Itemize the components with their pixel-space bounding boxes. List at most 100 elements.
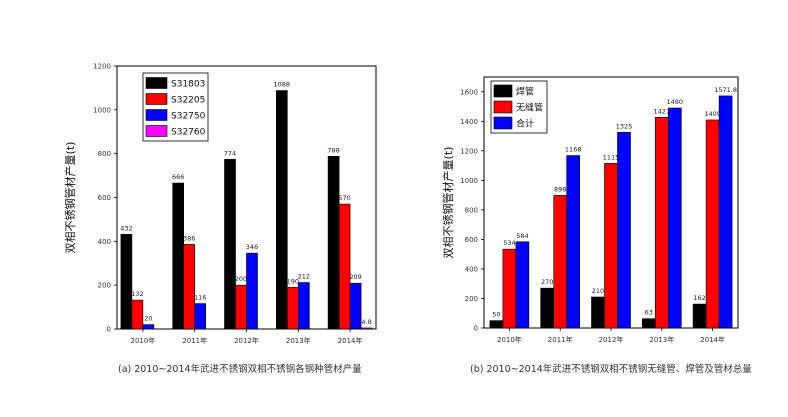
legend-label: S32205 <box>171 96 205 106</box>
data-label: 20 <box>144 315 152 323</box>
y-tick-label: 400 <box>465 265 478 273</box>
y-axis-title: 双相不锈钢管材产量(t) <box>63 142 77 254</box>
x-tick-label: 2012年 <box>234 336 259 345</box>
data-label: 1490 <box>667 98 684 106</box>
bar-合计 <box>617 132 631 329</box>
y-tick-label: 400 <box>98 238 111 246</box>
y-tick-label: 1200 <box>93 63 111 71</box>
legend-label: S32760 <box>171 128 206 138</box>
bar-焊管 <box>489 320 504 329</box>
data-label: 209 <box>349 273 361 281</box>
data-label: 534 <box>503 239 515 247</box>
x-tick-label: 2013年 <box>286 336 311 345</box>
data-label: 666 <box>172 173 184 181</box>
bar-无缝管 <box>553 195 568 329</box>
y-tick-label: 200 <box>465 295 478 303</box>
figure-caption: (a) 2010~2014年武进不锈钢双相不锈钢各钢种管材产量 <box>118 363 362 375</box>
bar-无缝管 <box>705 119 720 329</box>
data-label: 50 <box>492 311 500 319</box>
data-label: 1409 <box>704 110 721 118</box>
x-tick-label: 2014年 <box>338 336 363 345</box>
bar-S32750 <box>246 252 258 330</box>
legend-swatch <box>145 125 168 137</box>
bar-焊管 <box>641 318 656 329</box>
bar-S32205 <box>338 203 351 330</box>
y-axis-title: 双相不锈钢管材产量(t) <box>441 147 455 259</box>
x-tick-label: 2013年 <box>649 335 674 344</box>
legend-swatch <box>493 84 513 98</box>
x-tick-label: 2012年 <box>599 335 624 344</box>
bar-S32750 <box>349 282 362 330</box>
legend-label: 焊管 <box>516 86 534 98</box>
bar-S31803 <box>224 159 236 330</box>
bar-焊管 <box>692 303 707 329</box>
x-tick-label: 2010年 <box>497 335 522 344</box>
y-tick-label: 1200 <box>460 147 478 155</box>
y-tick-label: 600 <box>98 194 111 202</box>
y-tick-label: 1000 <box>460 177 478 185</box>
bar-S32205 <box>235 284 247 330</box>
bar-合计 <box>718 95 733 329</box>
bar-无缝管 <box>502 248 517 329</box>
bar-焊管 <box>540 287 555 329</box>
legend-swatch <box>145 77 168 89</box>
data-label: 116 <box>194 294 206 302</box>
data-label: 200 <box>235 275 247 283</box>
x-tick-label: 2011年 <box>182 336 207 345</box>
bar-S31803 <box>327 155 340 330</box>
data-label: 346 <box>246 243 258 251</box>
x-tick-label: 2010年 <box>130 336 155 345</box>
legend-swatch <box>145 93 168 105</box>
data-label: 584 <box>516 232 528 240</box>
y-tick-label: 1400 <box>460 118 478 126</box>
bar-无缝管 <box>654 117 669 329</box>
legend-label: 合计 <box>516 118 534 130</box>
data-label: 570 <box>338 194 350 202</box>
bar-S32205 <box>183 244 195 330</box>
data-label: 386 <box>183 234 195 242</box>
legend-label: S32750 <box>171 112 206 122</box>
y-tick-label: 0 <box>474 325 478 333</box>
bar-合计 <box>667 107 682 329</box>
data-label: 210 <box>592 287 604 295</box>
data-label: 212 <box>298 273 310 281</box>
y-tick-label: 200 <box>98 282 111 290</box>
legend-swatch <box>493 100 513 114</box>
bar-S31803 <box>120 234 133 330</box>
y-tick-label: 1600 <box>460 88 478 96</box>
bar-无缝管 <box>604 163 618 329</box>
data-label: 1168 <box>565 146 582 154</box>
data-label: 898 <box>554 185 566 193</box>
figure-caption: (b) 2010~2014年武进不锈钢双相不锈钢无缝管、焊管及管材总量 <box>470 363 752 375</box>
data-label: 132 <box>131 290 143 298</box>
data-label: 1325 <box>616 122 633 130</box>
bar-S32205 <box>131 299 144 330</box>
data-label: 190 <box>287 277 299 285</box>
data-label: 1427 <box>654 107 671 115</box>
y-tick-label: 1000 <box>93 106 111 114</box>
data-label: 774 <box>224 149 236 157</box>
legend-swatch <box>145 109 168 121</box>
bar-合计 <box>566 155 581 329</box>
x-tick-label: 2014年 <box>700 335 725 344</box>
bar-S32760 <box>360 327 373 330</box>
bar-S31803 <box>172 182 184 330</box>
data-label: 432 <box>120 224 132 232</box>
data-label: 4.8 <box>361 318 371 326</box>
x-tick-label: 2011年 <box>548 335 573 344</box>
data-label: 1571.8 <box>714 86 737 94</box>
legend-swatch <box>493 116 513 130</box>
bar-S31803 <box>275 90 288 330</box>
bar-焊管 <box>591 296 605 329</box>
chart-a: 0 200 400 600 800 1000 1200 432 132 20 2010年 666 386… <box>63 63 377 375</box>
data-label: 63 <box>645 309 653 317</box>
legend-label: S31803 <box>171 80 205 90</box>
y-tick-label: 800 <box>465 206 478 214</box>
y-tick-label: 0 <box>107 326 111 334</box>
y-tick-label: 800 <box>98 150 111 158</box>
bar-S32750 <box>194 303 206 330</box>
legend-label: 无缝管 <box>516 102 543 114</box>
data-label: 1115 <box>603 153 620 161</box>
data-label: 162 <box>693 294 705 302</box>
